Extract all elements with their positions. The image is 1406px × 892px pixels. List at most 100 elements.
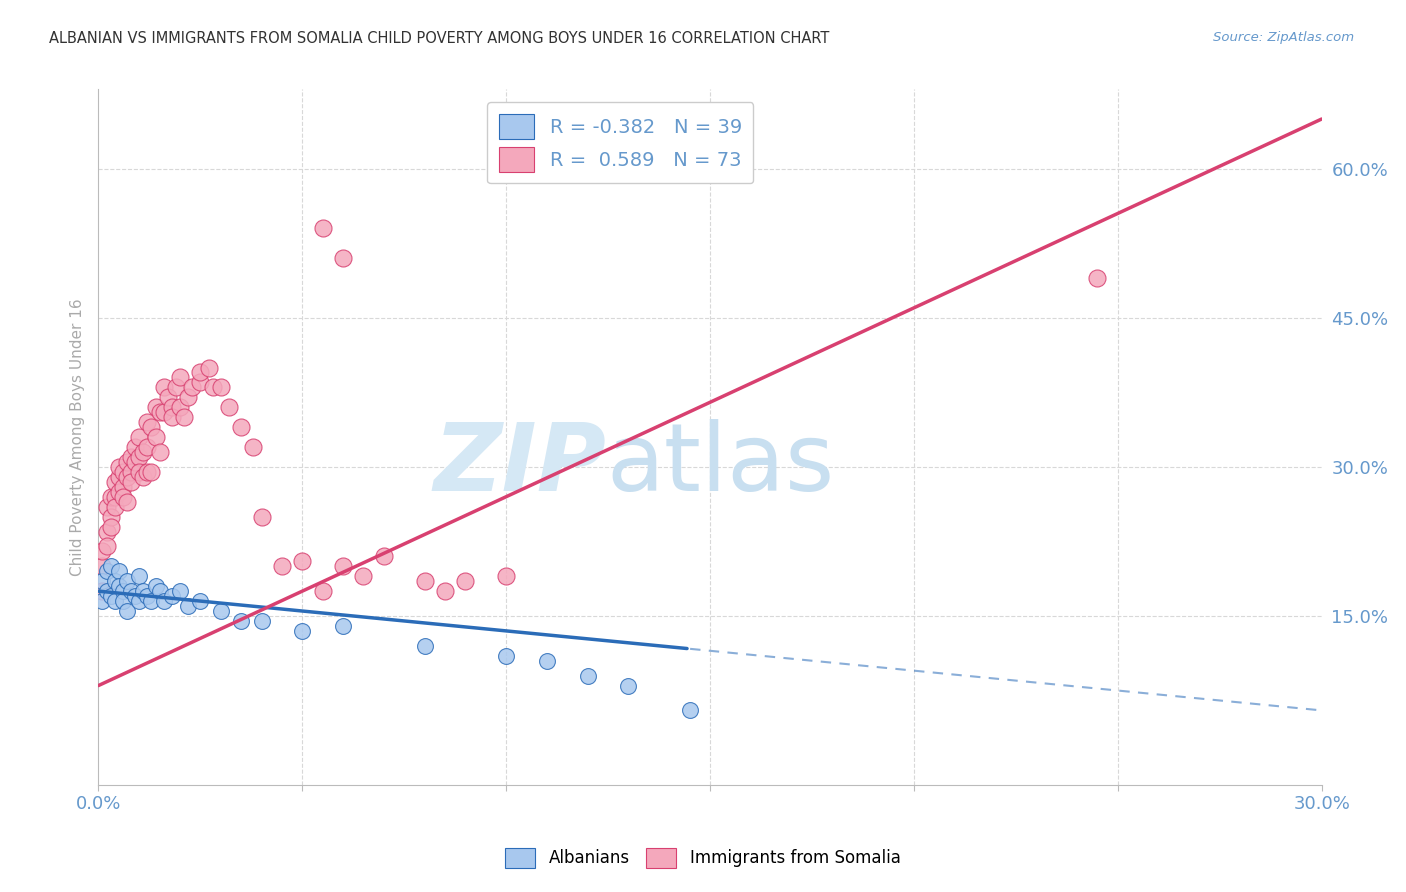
- Point: [120, 450, 142, 464]
- Point: [152, 594, 174, 608]
- Point: [352, 569, 374, 583]
- Point: [115, 455, 138, 469]
- Point: [120, 465, 142, 479]
- Point: [91, 544, 114, 558]
- Point: [124, 589, 146, 603]
- Y-axis label: Child Poverty Among Boys Under 16: Child Poverty Among Boys Under 16: [69, 298, 84, 576]
- Point: [108, 564, 131, 578]
- Point: [169, 370, 191, 384]
- Point: [209, 604, 232, 618]
- Point: [115, 494, 138, 508]
- Point: [188, 376, 212, 390]
- Point: [115, 574, 138, 589]
- Point: [100, 519, 122, 533]
- Point: [111, 480, 134, 494]
- Point: [145, 579, 167, 593]
- Text: ALBANIAN VS IMMIGRANTS FROM SOMALIA CHILD POVERTY AMONG BOYS UNDER 16 CORRELATIO: ALBANIAN VS IMMIGRANTS FROM SOMALIA CHIL…: [49, 31, 830, 46]
- Point: [104, 574, 127, 589]
- Point: [132, 584, 155, 599]
- Point: [145, 430, 167, 444]
- Point: [136, 440, 159, 454]
- Point: [173, 410, 195, 425]
- Point: [454, 574, 477, 589]
- Point: [108, 459, 131, 474]
- Point: [188, 594, 212, 608]
- Point: [201, 380, 224, 394]
- Point: [177, 390, 200, 404]
- Point: [128, 450, 150, 464]
- Point: [250, 509, 273, 524]
- Point: [373, 549, 395, 564]
- Point: [104, 475, 127, 489]
- Point: [108, 470, 131, 484]
- Point: [177, 599, 200, 613]
- Point: [576, 668, 599, 682]
- Point: [149, 584, 172, 599]
- Point: [124, 455, 146, 469]
- Point: [145, 401, 167, 415]
- Point: [128, 594, 150, 608]
- Point: [136, 589, 159, 603]
- Point: [104, 594, 127, 608]
- Point: [332, 559, 354, 574]
- Point: [111, 594, 134, 608]
- Point: [149, 405, 172, 419]
- Point: [91, 584, 114, 599]
- Point: [160, 401, 183, 415]
- Point: [91, 594, 114, 608]
- Point: [152, 380, 174, 394]
- Point: [332, 251, 354, 265]
- Point: [165, 380, 187, 394]
- Point: [141, 420, 163, 434]
- Point: [141, 465, 163, 479]
- Point: [332, 619, 354, 633]
- Point: [181, 380, 204, 394]
- Point: [413, 574, 436, 589]
- Point: [128, 465, 150, 479]
- Point: [104, 500, 127, 514]
- Point: [108, 484, 131, 499]
- Point: [152, 405, 174, 419]
- Point: [218, 401, 240, 415]
- Point: [132, 445, 155, 459]
- Point: [312, 584, 335, 599]
- Point: [270, 559, 294, 574]
- Point: [536, 654, 558, 668]
- Point: [120, 584, 142, 599]
- Point: [96, 524, 118, 539]
- Point: [209, 380, 232, 394]
- Point: [231, 420, 253, 434]
- Text: Source: ZipAtlas.com: Source: ZipAtlas.com: [1213, 31, 1354, 45]
- Point: [124, 440, 146, 454]
- Point: [312, 221, 335, 235]
- Point: [120, 475, 142, 489]
- Point: [100, 589, 122, 603]
- Point: [250, 614, 273, 628]
- Point: [96, 500, 118, 514]
- Point: [108, 579, 131, 593]
- Point: [242, 440, 264, 454]
- Point: [96, 584, 118, 599]
- Point: [188, 366, 212, 380]
- Point: [231, 614, 253, 628]
- Point: [96, 540, 118, 554]
- Point: [132, 470, 155, 484]
- Point: [136, 465, 159, 479]
- Point: [91, 559, 114, 574]
- Point: [149, 445, 172, 459]
- Legend: R = -0.382   N = 39, R =  0.589   N = 73: R = -0.382 N = 39, R = 0.589 N = 73: [488, 103, 754, 184]
- Text: atlas: atlas: [606, 419, 834, 511]
- Point: [100, 559, 122, 574]
- Point: [128, 430, 150, 444]
- Point: [679, 703, 702, 717]
- Point: [115, 470, 138, 484]
- Point: [115, 604, 138, 618]
- Point: [169, 584, 191, 599]
- Point: [111, 465, 134, 479]
- Point: [156, 390, 179, 404]
- Point: [104, 490, 127, 504]
- Point: [495, 569, 517, 583]
- Text: ZIP: ZIP: [433, 419, 606, 511]
- Point: [136, 415, 159, 429]
- Point: [111, 490, 134, 504]
